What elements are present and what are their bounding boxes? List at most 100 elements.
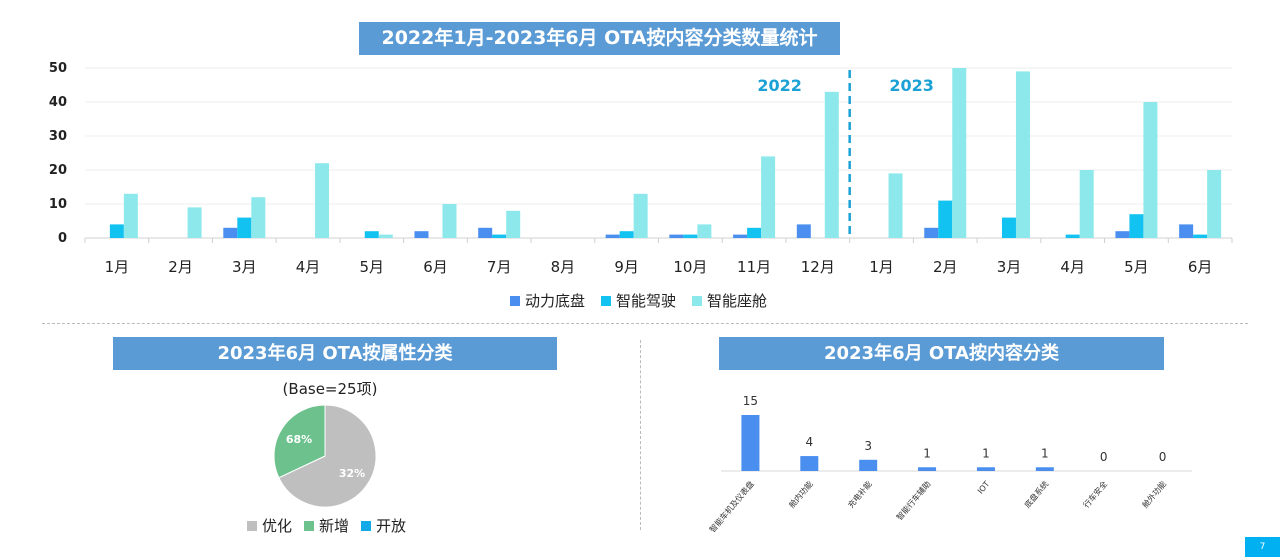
bar — [506, 210, 521, 238]
bar — [123, 193, 138, 238]
bar — [109, 224, 124, 238]
bar — [741, 415, 760, 471]
bar — [478, 227, 493, 238]
x-tick-label: 4月 — [1060, 258, 1085, 276]
legend-item: 新增 — [304, 515, 349, 536]
vertical-divider — [640, 340, 641, 530]
legend-item: 智能座舱 — [692, 290, 767, 311]
bar — [924, 227, 939, 238]
bar — [747, 227, 762, 238]
bar — [442, 204, 457, 238]
legend-swatch — [361, 520, 372, 531]
bar — [976, 467, 995, 471]
x-tick-label: 3月 — [232, 258, 257, 276]
bar-value-label: 1 — [1041, 446, 1049, 460]
page-number: 7 — [1245, 537, 1280, 557]
legend-label: 优化 — [262, 517, 293, 535]
bar — [1079, 170, 1094, 238]
content-chart-title: 2023年6月 OTA按内容分类 — [719, 337, 1164, 370]
horizontal-divider — [42, 323, 1248, 324]
legend-label: 新增 — [319, 517, 350, 535]
legend-swatch — [692, 295, 703, 306]
bar — [1143, 102, 1158, 238]
bar — [1035, 467, 1054, 471]
legend-swatch — [304, 520, 315, 531]
category-label: 底盘系统 — [1022, 479, 1050, 510]
year-label-2023: 2023 — [889, 76, 934, 95]
x-tick-label: 2月 — [933, 258, 958, 276]
bar — [1065, 234, 1080, 238]
bar — [824, 91, 839, 238]
bar-value-label: 0 — [1100, 450, 1108, 464]
bar — [697, 224, 712, 238]
bar — [1193, 234, 1208, 238]
legend-item: 优化 — [247, 515, 292, 536]
bar — [1179, 224, 1194, 238]
pie-chart-legend: 优化 新增 开放 — [247, 515, 406, 536]
bar — [251, 197, 266, 238]
bar — [605, 234, 620, 238]
pie-chart: 68% 32% — [273, 404, 377, 508]
category-label: IOT — [976, 479, 992, 495]
x-tick-label: 1月 — [105, 258, 130, 276]
legend-item: 开放 — [361, 515, 406, 536]
x-tick-label: 7月 — [487, 258, 512, 276]
y-tick-label: 40 — [49, 95, 67, 110]
main-chart-legend: 动力底盘 智能驾驶 智能座舱 — [510, 290, 767, 311]
bar-value-label: 4 — [805, 435, 813, 449]
x-tick-label: 4月 — [296, 258, 321, 276]
category-label: 充电补能 — [845, 479, 873, 510]
bar — [1115, 231, 1130, 238]
bar — [414, 231, 429, 238]
bar — [761, 156, 776, 238]
y-tick-label: 30 — [49, 129, 67, 144]
bar-value-label: 1 — [982, 446, 990, 460]
bar — [859, 459, 878, 471]
legend-label: 动力底盘 — [525, 292, 586, 310]
bar — [223, 227, 238, 238]
bar-value-label: 0 — [1159, 450, 1167, 464]
content-bar-chart: 15 智能车机及仪表盘 4 舱内功能 3 充电补能 1 智能行车辅助 1 IOT 1 底盘系统 0 行车安… — [707, 394, 1192, 534]
x-tick-label: 8月 — [551, 258, 576, 276]
category-label: 舱外功能 — [1140, 479, 1168, 510]
bar — [888, 173, 903, 238]
y-tick-label: 10 — [49, 197, 67, 212]
bar — [683, 234, 698, 238]
bar — [1015, 71, 1030, 239]
bar — [796, 224, 811, 238]
bar — [187, 207, 202, 238]
legend-swatch — [510, 295, 520, 306]
x-tick-label: 9月 — [614, 258, 639, 276]
legend-item: 智能驾驶 — [601, 290, 676, 311]
legend-swatch — [601, 295, 612, 306]
bar — [733, 234, 748, 238]
pie-slice-label: 32% — [339, 467, 365, 480]
bar — [1001, 217, 1016, 238]
bar — [918, 467, 937, 471]
category-label: 行车安全 — [1081, 479, 1109, 510]
year-label-2022: 2022 — [757, 76, 802, 95]
pie-slice — [273, 404, 326, 479]
x-tick-label: 5月 — [359, 258, 384, 276]
x-tick-label: 6月 — [1188, 258, 1213, 276]
y-tick-label: 50 — [49, 61, 67, 76]
legend-label: 智能驾驶 — [616, 292, 677, 310]
bar — [1207, 170, 1222, 238]
bar-value-label: 3 — [864, 439, 872, 453]
bar — [633, 193, 648, 238]
bar — [669, 234, 684, 238]
x-tick-label: 1月 — [869, 258, 894, 276]
pie-chart-title: 2023年6月 OTA按属性分类 — [113, 337, 557, 370]
bar-value-label: 1 — [923, 446, 931, 460]
x-tick-label: 12月 — [801, 258, 835, 276]
x-tick-label: 11月 — [737, 258, 771, 276]
main-bar-chart: 0 10 20 30 40 50 1月 2月 3月 4月 5月 6月 7月 8月 9月 10月 11月 12月 1月… — [49, 61, 1233, 276]
category-label: 舱内功能 — [787, 479, 815, 510]
bar-value-label: 15 — [743, 394, 758, 408]
bar — [952, 68, 967, 238]
category-label: 智能行车辅助 — [894, 479, 933, 522]
pie-chart-subtitle: (Base=25项) — [282, 380, 378, 398]
x-tick-label: 5月 — [1124, 258, 1149, 276]
x-tick-label: 6月 — [423, 258, 448, 276]
bar — [1129, 214, 1144, 238]
